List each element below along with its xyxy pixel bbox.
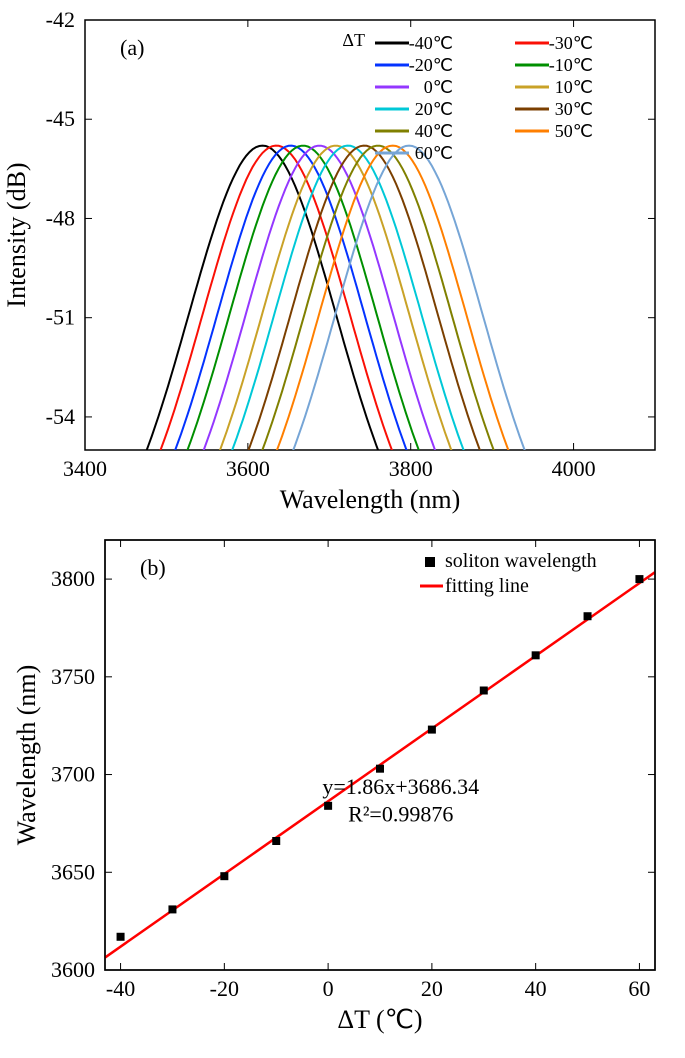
figure: 3400 3600 3800 4000 -54 -51 -48 -45 -42 Wavelengt… xyxy=(0,0,685,1053)
xtick-label: 3800 xyxy=(389,456,433,481)
scatter-point xyxy=(168,905,176,913)
legend-label: 0℃ xyxy=(424,77,453,97)
ytick-label: 3650 xyxy=(51,859,95,884)
ytick-label: 3700 xyxy=(51,762,95,787)
panel-b: -40 -20 0 20 40 60 3600 3650 3700 3750 3800 ΔT (℃) W… xyxy=(12,540,655,1034)
scatter-point xyxy=(532,651,540,659)
legend-label: 50℃ xyxy=(555,121,593,141)
legend-label: -40℃ xyxy=(409,33,453,53)
legend-label: 10℃ xyxy=(555,77,593,97)
ytick-label: 3750 xyxy=(51,664,95,689)
xtick-label: 60 xyxy=(628,976,650,1001)
scatter-point xyxy=(272,837,280,845)
legend-label: -10℃ xyxy=(549,55,593,75)
xtick-label: 0 xyxy=(323,976,334,1001)
ytick-label: -42 xyxy=(46,7,75,32)
legend-title: ΔT xyxy=(342,30,365,50)
scatter-point xyxy=(428,726,436,734)
ytick-label: -45 xyxy=(46,106,75,131)
panel-a-label: (a) xyxy=(120,35,144,60)
xtick-label: -40 xyxy=(106,976,135,1001)
xtick-label: -20 xyxy=(210,976,239,1001)
scatter-point xyxy=(635,575,643,583)
panel-b-frame xyxy=(105,540,655,970)
scatter-point xyxy=(584,612,592,620)
xtick-label: 4000 xyxy=(552,456,596,481)
panel-a: 3400 3600 3800 4000 -54 -51 -48 -45 -42 Wavelengt… xyxy=(2,7,685,576)
legend-label: 30℃ xyxy=(555,99,593,119)
ylabel: Intensity (dB) xyxy=(2,162,31,307)
legend-marker-icon xyxy=(425,557,435,567)
fit-equation: y=1.86x+3686.34 xyxy=(322,774,479,799)
ytick-label: -54 xyxy=(46,404,75,429)
legend-label: fitting line xyxy=(445,575,529,597)
legend-label: 60℃ xyxy=(415,143,453,163)
fit-r2: R²=0.99876 xyxy=(348,801,453,826)
scatter-point xyxy=(376,765,384,773)
legend-label: 40℃ xyxy=(415,121,453,141)
legend-label: 20℃ xyxy=(415,99,453,119)
xlabel: Wavelength (nm) xyxy=(280,485,461,514)
figure-svg: 3400 3600 3800 4000 -54 -51 -48 -45 -42 Wavelengt… xyxy=(0,0,685,1053)
xtick-label: 20 xyxy=(421,976,443,1001)
scatter-point xyxy=(220,872,228,880)
legend-label: -20℃ xyxy=(409,55,453,75)
legend-label: -30℃ xyxy=(549,33,593,53)
legend-label: soliton wavelength xyxy=(445,550,597,572)
panel-b-label: (b) xyxy=(140,555,166,580)
scatter-point xyxy=(324,802,332,810)
ytick-label: 3800 xyxy=(51,566,95,591)
xtick-label: 3600 xyxy=(226,456,270,481)
xtick-label: 3400 xyxy=(63,456,107,481)
scatter-point xyxy=(117,933,125,941)
ytick-label: -51 xyxy=(46,305,75,330)
xlabel: ΔT (℃) xyxy=(337,1005,422,1034)
ytick-label: -48 xyxy=(46,205,75,230)
ytick-label: 3600 xyxy=(51,957,95,982)
xtick-label: 40 xyxy=(525,976,547,1001)
scatter-point xyxy=(480,687,488,695)
ylabel: Wavelength (nm) xyxy=(12,665,41,846)
